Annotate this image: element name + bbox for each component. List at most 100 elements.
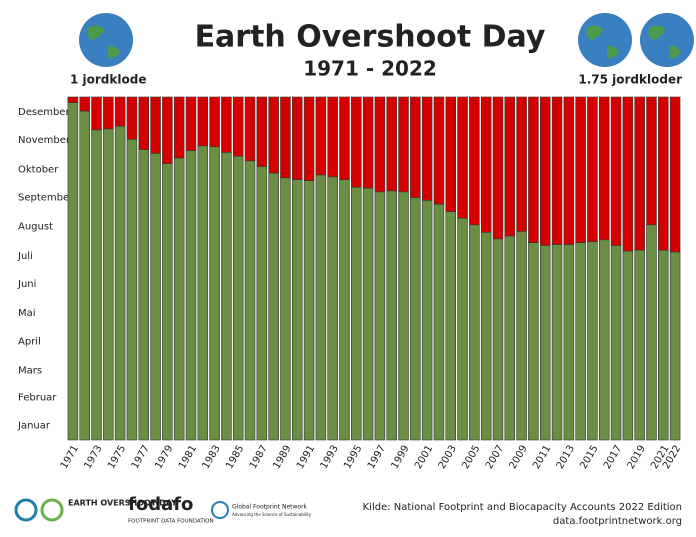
bar	[291, 179, 303, 441]
bar	[126, 138, 138, 441]
remainder	[610, 96, 622, 246]
remainder	[150, 96, 161, 154]
remainder	[114, 96, 126, 127]
bar	[67, 102, 79, 441]
remainder	[362, 96, 374, 189]
remainder	[303, 96, 315, 181]
bar	[457, 217, 468, 441]
bar	[268, 172, 279, 441]
remainder	[173, 96, 185, 159]
bar	[327, 176, 338, 441]
remainder	[351, 96, 362, 188]
logo-fodafo: fodafo	[128, 494, 193, 515]
bar	[103, 128, 114, 441]
bar	[374, 191, 386, 441]
bar	[551, 244, 563, 441]
logo-fodafo-sub: FOOTPRINT DATA FOUNDATION	[128, 519, 214, 525]
bar	[197, 145, 209, 441]
bar	[339, 179, 350, 441]
y-tick-label: Juni	[17, 279, 36, 290]
remainder	[185, 96, 197, 151]
remainder	[598, 96, 610, 241]
bar	[634, 249, 645, 441]
remainder	[492, 96, 504, 240]
logo-gfn-sub: Advancing the Science of Sustainability	[232, 512, 312, 517]
remainder	[91, 96, 102, 131]
bar	[256, 166, 268, 441]
remainder	[232, 96, 244, 157]
y-tick-label: Oktober	[18, 164, 59, 175]
x-tick-label: 2013	[555, 444, 577, 472]
x-tick-label: 1981	[177, 444, 199, 472]
remainder	[162, 96, 173, 165]
x-tick-label: 1993	[319, 444, 341, 472]
remainder	[410, 96, 421, 198]
x-tick-label: 1985	[224, 444, 246, 472]
remainder	[445, 96, 457, 212]
x-tick-label: 1983	[201, 444, 223, 472]
bar	[162, 163, 173, 441]
remainder	[646, 96, 657, 226]
bar	[173, 157, 185, 441]
bar	[516, 231, 527, 441]
x-tick-label: 1975	[106, 444, 128, 472]
x-tick-label: 1995	[342, 444, 364, 472]
bar	[398, 191, 409, 441]
remainder	[374, 96, 386, 193]
x-tick-label: 1987	[248, 444, 270, 472]
y-tick-label: August	[18, 222, 53, 233]
bar	[469, 224, 480, 441]
y-tick-label: Januar	[17, 420, 51, 431]
bar	[575, 242, 586, 441]
remainder	[126, 96, 138, 140]
logo-gfn-icon	[211, 501, 229, 519]
bar	[563, 244, 575, 441]
bar	[646, 224, 657, 441]
y-tick-label: September	[18, 193, 74, 204]
x-tick-label: 2003	[437, 444, 459, 472]
bar	[303, 180, 315, 441]
x-tick-label: 1979	[153, 444, 175, 472]
source: Kilde: National Footprint and Biocapacit…	[363, 502, 682, 513]
x-tick-label: 2007	[484, 444, 506, 472]
left-label: 1 jordklode	[70, 73, 146, 87]
x-tick-label: 1973	[82, 444, 104, 472]
bar	[209, 146, 220, 441]
bar	[598, 239, 610, 441]
x-tick-label: 2017	[602, 444, 624, 472]
x-tick-label: 2011	[531, 444, 553, 472]
bar	[587, 241, 598, 441]
remainder	[658, 96, 669, 251]
remainder	[244, 96, 256, 162]
remainder	[634, 96, 645, 251]
bar	[421, 200, 433, 441]
remainder	[79, 96, 90, 112]
x-tick-label: 2001	[413, 444, 435, 472]
bar	[610, 245, 622, 441]
x-tick-label: 2009	[508, 444, 530, 472]
bar	[386, 190, 397, 441]
bar	[232, 155, 244, 441]
x-tick-label: 1997	[366, 444, 388, 472]
remainder	[339, 96, 350, 180]
bar	[445, 211, 457, 441]
x-tick-label: 1989	[271, 444, 293, 472]
remainder	[291, 96, 303, 180]
bar	[362, 187, 374, 441]
chart-subtitle: 1971 - 2022	[303, 57, 437, 81]
bar	[658, 249, 669, 441]
bar	[539, 245, 551, 441]
x-tick-label: 2015	[578, 444, 600, 472]
remainder	[551, 96, 563, 245]
y-tick-label: Desember	[18, 107, 70, 118]
remainder	[539, 96, 551, 246]
x-tick-label: 1999	[389, 444, 411, 472]
bar	[410, 197, 421, 441]
bar	[669, 251, 681, 441]
remainder	[480, 96, 492, 233]
y-tick-label: Mai	[18, 308, 36, 319]
remainder	[268, 96, 279, 174]
bar	[351, 186, 362, 441]
x-tick-label: 1991	[295, 444, 317, 472]
remainder	[433, 96, 445, 205]
